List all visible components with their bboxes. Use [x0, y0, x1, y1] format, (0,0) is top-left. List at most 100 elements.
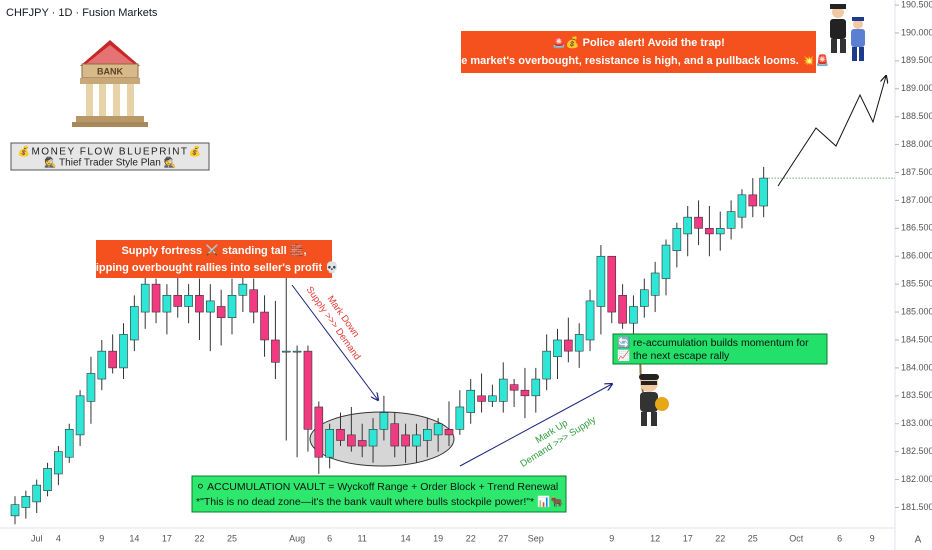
x-tick-label: 14: [401, 533, 411, 543]
x-tick-label: Oct: [789, 533, 804, 543]
x-tick-label: 12: [650, 533, 660, 543]
candle-body: [75, 395, 85, 436]
candle-body: [10, 504, 20, 517]
candle-body: [694, 216, 703, 229]
thief-illustration: [639, 349, 669, 426]
price-tick-label: 181.500: [901, 502, 932, 512]
note-text: 🚨💰 Police alert! Avoid the trap!: [552, 36, 725, 49]
candle-body: [43, 468, 52, 492]
x-tick-label: 25: [227, 533, 237, 543]
candle-body: [64, 429, 74, 458]
candle-body: [618, 295, 627, 324]
note-box: [96, 240, 332, 278]
candle-body: [184, 295, 193, 307]
price-tick-label: 190.000: [901, 27, 932, 37]
x-tick-label: 25: [748, 533, 758, 543]
grid-layer: 181.500 182.000 182.500 183.000 183.500 184.0…: [31, 0, 932, 543]
candle-body: [726, 211, 736, 229]
price-tick-label: 188.500: [901, 111, 932, 121]
x-tick-label: Jul: [31, 533, 43, 543]
candle-body: [412, 434, 421, 447]
x-tick-label: 11: [358, 533, 367, 543]
price-tick-label: 189.500: [901, 55, 932, 65]
candle-body: [347, 434, 356, 447]
x-tick-label: 9: [609, 533, 614, 543]
candle-body: [574, 334, 584, 352]
price-tick-label: 183.000: [901, 418, 932, 428]
candle-body: [737, 194, 747, 218]
candle-body: [21, 495, 31, 508]
candle-body: [303, 350, 313, 430]
x-tick-label: 4: [56, 533, 61, 543]
candle-body: [466, 389, 476, 413]
candle-body: [509, 384, 519, 391]
candle-body: [173, 295, 183, 307]
candle-body: [748, 194, 758, 207]
candle-body: [357, 440, 367, 447]
price-tick-label: 187.500: [901, 167, 932, 177]
price-tick-label: 185.000: [901, 306, 932, 316]
price-tick-label: 186.000: [901, 251, 932, 261]
note-text: 🕵 Thief Trader Style Plan 🕵: [44, 156, 177, 169]
bank-sign: BANK: [97, 66, 123, 76]
note-text: *"This is no dead zone—it's the bank vau…: [196, 495, 563, 508]
candle-body: [661, 244, 671, 279]
x-tick-label: Sep: [528, 533, 544, 543]
candle-body: [97, 350, 107, 380]
candle-body: [759, 177, 768, 207]
price-tick-label: 184.000: [901, 362, 932, 372]
price-tick-label: 185.500: [901, 279, 932, 289]
x-tick-label: 22: [194, 533, 204, 543]
note-text: ⚪ ACCUMULATION VAULT = Wyckoff Range + O…: [196, 481, 558, 493]
candle-body: [542, 350, 551, 380]
scale-mode-button[interactable]: A: [915, 535, 922, 546]
price-tick-label: 183.500: [901, 390, 932, 400]
candle-body: [488, 395, 497, 402]
price-tick-label: 182.000: [901, 474, 932, 484]
candle-body: [249, 289, 258, 313]
note-text: 📈 the next escape rally: [617, 349, 730, 362]
candle-body: [477, 395, 486, 402]
candle-body: [639, 289, 649, 307]
candle-body: [444, 429, 454, 436]
candle-body: [531, 378, 541, 397]
candle-body: [379, 412, 389, 430]
price-tick-label: 188.000: [901, 139, 932, 149]
x-tick-label: 9: [99, 533, 104, 543]
candle-body: [151, 283, 161, 313]
price-tick-label: 184.500: [901, 334, 932, 344]
x-tick-label: 22: [715, 533, 725, 543]
note-text: The market's overbought, resistance is h…: [448, 54, 830, 67]
candle-body: [401, 434, 410, 447]
candle-body: [325, 429, 334, 458]
note-box: [10, 142, 210, 171]
x-tick-label: 17: [162, 533, 172, 543]
candle-layer: [10, 166, 895, 525]
chart-title: CHFJPY · 1D · Fusion Markets: [6, 7, 158, 19]
candle-body: [195, 295, 204, 313]
candle-body: [206, 300, 215, 313]
price-tick-label: 189.000: [901, 83, 932, 93]
note-box: [461, 31, 816, 73]
x-tick-label: 6: [837, 533, 842, 543]
x-tick-label: 17: [683, 533, 693, 543]
note-text: flipping overbought rallies into seller'…: [89, 261, 339, 274]
candle-body: [227, 295, 237, 318]
candle-body: [368, 429, 378, 447]
x-tick-label: 14: [129, 533, 139, 543]
note-text: 🔄 re-accumulation builds momentum for: [617, 336, 809, 349]
candle-body: [119, 334, 128, 369]
note-box: [191, 475, 567, 513]
candle-body: [390, 423, 400, 447]
police-illustration: [830, 4, 865, 61]
x-tick-label: 22: [466, 533, 476, 543]
bank-illustration: BANK: [72, 40, 148, 127]
price-tick-label: 186.500: [901, 223, 932, 233]
candle-body: [715, 228, 725, 235]
candle-body: [216, 306, 226, 318]
x-tick-label: 27: [498, 533, 508, 543]
candle-body: [292, 350, 302, 353]
candle-body: [422, 429, 432, 441]
